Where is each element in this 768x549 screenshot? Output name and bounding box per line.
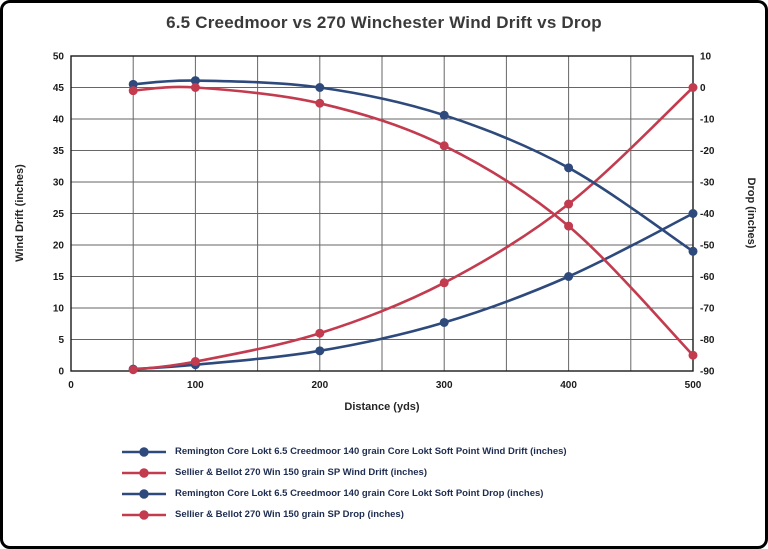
- svg-text:-10: -10: [700, 115, 715, 126]
- legend-item: Sellier & Bellot 270 Win 150 grain SP Dr…: [121, 508, 567, 521]
- svg-text:15: 15: [53, 272, 65, 283]
- svg-text:-30: -30: [700, 178, 715, 189]
- axis-tick-labels: 0 5 10 15 20 25 30 35 40 45 50 -90 -80 -70 -60 -50 -40 -3…: [53, 52, 715, 392]
- svg-text:5: 5: [58, 335, 64, 346]
- svg-text:-80: -80: [700, 335, 715, 346]
- svg-text:500: 500: [685, 380, 702, 391]
- svg-text:50: 50: [53, 52, 65, 63]
- svg-text:300: 300: [436, 380, 453, 391]
- legend-item: Remington Core Lokt 6.5 Creedmoor 140 gr…: [121, 445, 567, 458]
- svg-text:-20: -20: [700, 146, 715, 157]
- chart-title: 6.5 Creedmoor vs 270 Winchester Wind Dri…: [166, 13, 602, 32]
- svg-text:400: 400: [560, 380, 577, 391]
- svg-text:-50: -50: [700, 241, 715, 252]
- plot-area: 0 5 10 15 20 25 30 35 40 45 50 -90 -80 -70 -60 -50 -40 -3…: [14, 52, 757, 414]
- svg-text:45: 45: [53, 83, 65, 94]
- x-axis-title: Distance (yds): [344, 401, 420, 413]
- svg-text:10: 10: [700, 52, 712, 63]
- svg-text:100: 100: [187, 380, 204, 391]
- series-lines: [128, 76, 698, 375]
- svg-text:30: 30: [53, 178, 65, 189]
- svg-text:25: 25: [53, 209, 65, 220]
- svg-text:-60: -60: [700, 272, 715, 283]
- y-axis-title-left: Wind Drift (inches): [14, 164, 26, 262]
- svg-text:0: 0: [58, 367, 64, 378]
- legend-label: Sellier & Bellot 270 Win 150 grain SP Wi…: [175, 467, 427, 478]
- y-axis-title-right: Drop (inches): [745, 178, 757, 249]
- legend-line-marker-icon: [122, 488, 166, 499]
- legend-label: Remington Core Lokt 6.5 Creedmoor 140 gr…: [175, 488, 544, 499]
- svg-text:35: 35: [53, 146, 65, 157]
- svg-text:20: 20: [53, 241, 65, 252]
- svg-text:40: 40: [53, 115, 65, 126]
- svg-text:0: 0: [700, 83, 706, 94]
- legend-label: Remington Core Lokt 6.5 Creedmoor 140 gr…: [175, 446, 567, 457]
- svg-text:0: 0: [68, 380, 74, 391]
- svg-text:-70: -70: [700, 304, 715, 315]
- chart-legend: Remington Core Lokt 6.5 Creedmoor 140 gr…: [121, 445, 567, 529]
- svg-text:-90: -90: [700, 367, 715, 378]
- svg-text:200: 200: [311, 380, 328, 391]
- legend-line-marker-icon: [122, 467, 166, 478]
- svg-text:-40: -40: [700, 209, 715, 220]
- gridlines: [70, 55, 694, 372]
- svg-text:10: 10: [53, 304, 65, 315]
- legend-label: Sellier & Bellot 270 Win 150 grain SP Dr…: [175, 509, 404, 520]
- legend-item: Sellier & Bellot 270 Win 150 grain SP Wi…: [121, 466, 567, 479]
- legend-item: Remington Core Lokt 6.5 Creedmoor 140 gr…: [121, 487, 567, 500]
- legend-line-marker-icon: [122, 509, 166, 520]
- legend-line-marker-icon: [122, 446, 166, 457]
